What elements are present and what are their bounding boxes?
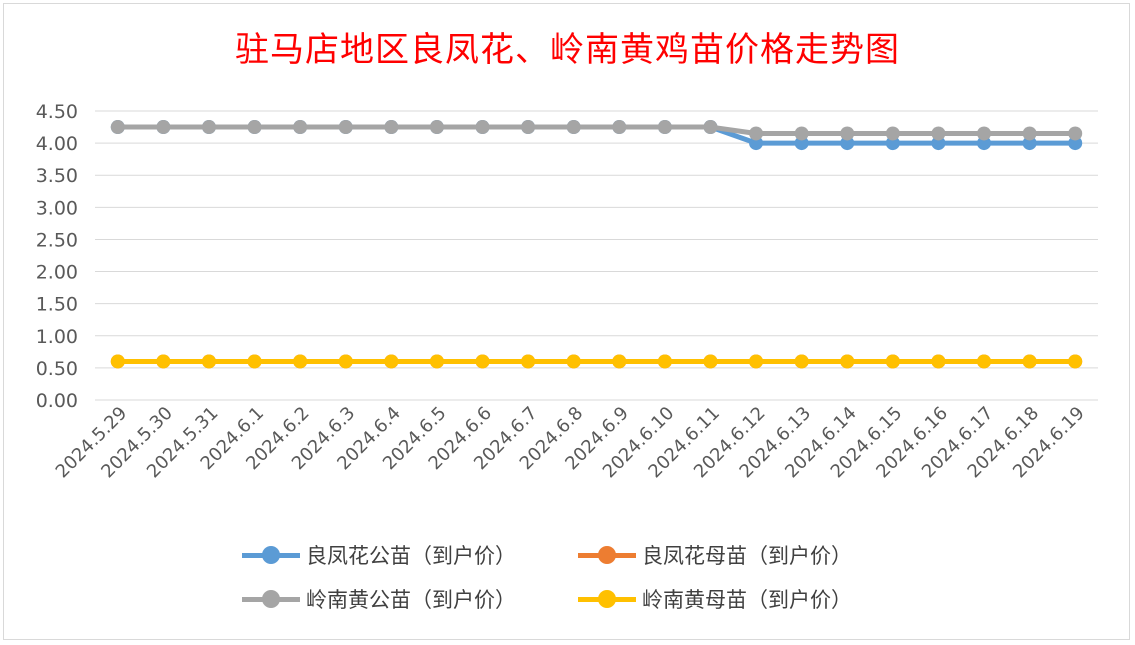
y-tick-label: 1.00	[36, 326, 78, 348]
data-point[interactable]	[384, 120, 399, 135]
data-point[interactable]	[429, 120, 444, 135]
legend-label: 良凤花母苗（到户价）	[642, 544, 852, 568]
y-tick-label: 4.00	[36, 133, 78, 155]
data-point[interactable]	[657, 354, 672, 369]
data-point[interactable]	[247, 120, 262, 135]
data-point[interactable]	[1068, 126, 1083, 141]
chart-area	[3, 3, 1130, 640]
legend-swatch	[240, 589, 302, 609]
data-point[interactable]	[749, 126, 764, 141]
data-point[interactable]	[247, 354, 262, 369]
data-point[interactable]	[475, 354, 490, 369]
data-point[interactable]	[977, 126, 992, 141]
legend-swatch	[576, 589, 638, 609]
series-lines	[110, 120, 1083, 369]
legend-label: 良凤花公苗（到户价）	[306, 544, 516, 568]
chart-title: 驻马店地区良凤花、岭南黄鸡苗价格走势图	[235, 30, 900, 70]
data-point[interactable]	[1068, 136, 1083, 151]
data-point[interactable]	[201, 354, 216, 369]
data-point[interactable]	[566, 120, 581, 135]
legend-swatch	[240, 545, 302, 565]
data-point[interactable]	[521, 120, 536, 135]
data-point[interactable]	[1022, 136, 1037, 151]
data-point[interactable]	[521, 354, 536, 369]
data-point[interactable]	[977, 136, 992, 151]
data-point[interactable]	[885, 354, 900, 369]
data-point[interactable]	[110, 120, 125, 135]
series-line	[117, 124, 1076, 136]
gridlines	[95, 110, 1098, 401]
legend-item-series-4[interactable]: 岭南黄母苗（到户价）	[576, 582, 852, 616]
y-tick-label: 0.00	[36, 390, 78, 412]
data-point[interactable]	[794, 126, 809, 141]
data-point[interactable]	[429, 354, 444, 369]
data-point[interactable]	[977, 354, 992, 369]
data-point[interactable]	[1022, 126, 1037, 141]
data-point[interactable]	[703, 354, 718, 369]
legend-label: 岭南黄母苗（到户价）	[642, 588, 852, 612]
legend-swatch	[576, 545, 638, 565]
data-point[interactable]	[566, 354, 581, 369]
data-point[interactable]	[1022, 354, 1037, 369]
legend-label: 岭南黄公苗（到户价）	[306, 588, 516, 612]
data-point[interactable]	[1068, 354, 1083, 369]
data-point[interactable]	[612, 120, 627, 135]
data-point[interactable]	[110, 354, 125, 369]
data-point[interactable]	[156, 354, 171, 369]
data-point[interactable]	[156, 120, 171, 135]
y-tick-label: 2.00	[36, 262, 78, 284]
data-point[interactable]	[931, 136, 946, 151]
data-point[interactable]	[201, 120, 216, 135]
data-point[interactable]	[840, 126, 855, 141]
y-tick-label: 0.50	[36, 358, 78, 380]
y-tick-label: 3.50	[36, 165, 78, 187]
legend-item-series-2[interactable]: 良凤花母苗（到户价）	[576, 538, 852, 572]
data-point[interactable]	[475, 120, 490, 135]
x-axis-tick-labels: 2024.5.292024.5.302024.5.312024.6.12024.…	[52, 403, 1089, 483]
y-tick-label: 4.50	[36, 101, 78, 123]
data-point[interactable]	[338, 354, 353, 369]
data-point[interactable]	[612, 354, 627, 369]
series-4	[110, 354, 1083, 369]
data-point[interactable]	[885, 126, 900, 141]
data-point[interactable]	[703, 120, 718, 135]
data-point[interactable]	[657, 120, 672, 135]
series-3	[110, 120, 1083, 141]
data-point[interactable]	[293, 354, 308, 369]
y-tick-label: 3.00	[36, 197, 78, 219]
data-point[interactable]	[794, 136, 809, 151]
data-point[interactable]	[840, 354, 855, 369]
data-point[interactable]	[931, 354, 946, 369]
data-point[interactable]	[384, 354, 399, 369]
y-axis-tick-labels: 0.00 0.50 1.00 1.50 2.00 2.50 3.00 3.50 4.00 4.50	[36, 101, 78, 412]
y-tick-label: 2.50	[36, 229, 78, 251]
legend-item-series-1[interactable]: 良凤花公苗（到户价）	[240, 538, 516, 572]
data-point[interactable]	[293, 120, 308, 135]
y-tick-label: 1.50	[36, 294, 78, 316]
legend-item-series-3[interactable]: 岭南黄公苗（到户价）	[240, 582, 516, 616]
data-point[interactable]	[840, 136, 855, 151]
data-point[interactable]	[338, 120, 353, 135]
data-point[interactable]	[885, 136, 900, 151]
data-point[interactable]	[931, 126, 946, 141]
data-point[interactable]	[749, 136, 764, 151]
data-point[interactable]	[749, 354, 764, 369]
data-point[interactable]	[794, 354, 809, 369]
